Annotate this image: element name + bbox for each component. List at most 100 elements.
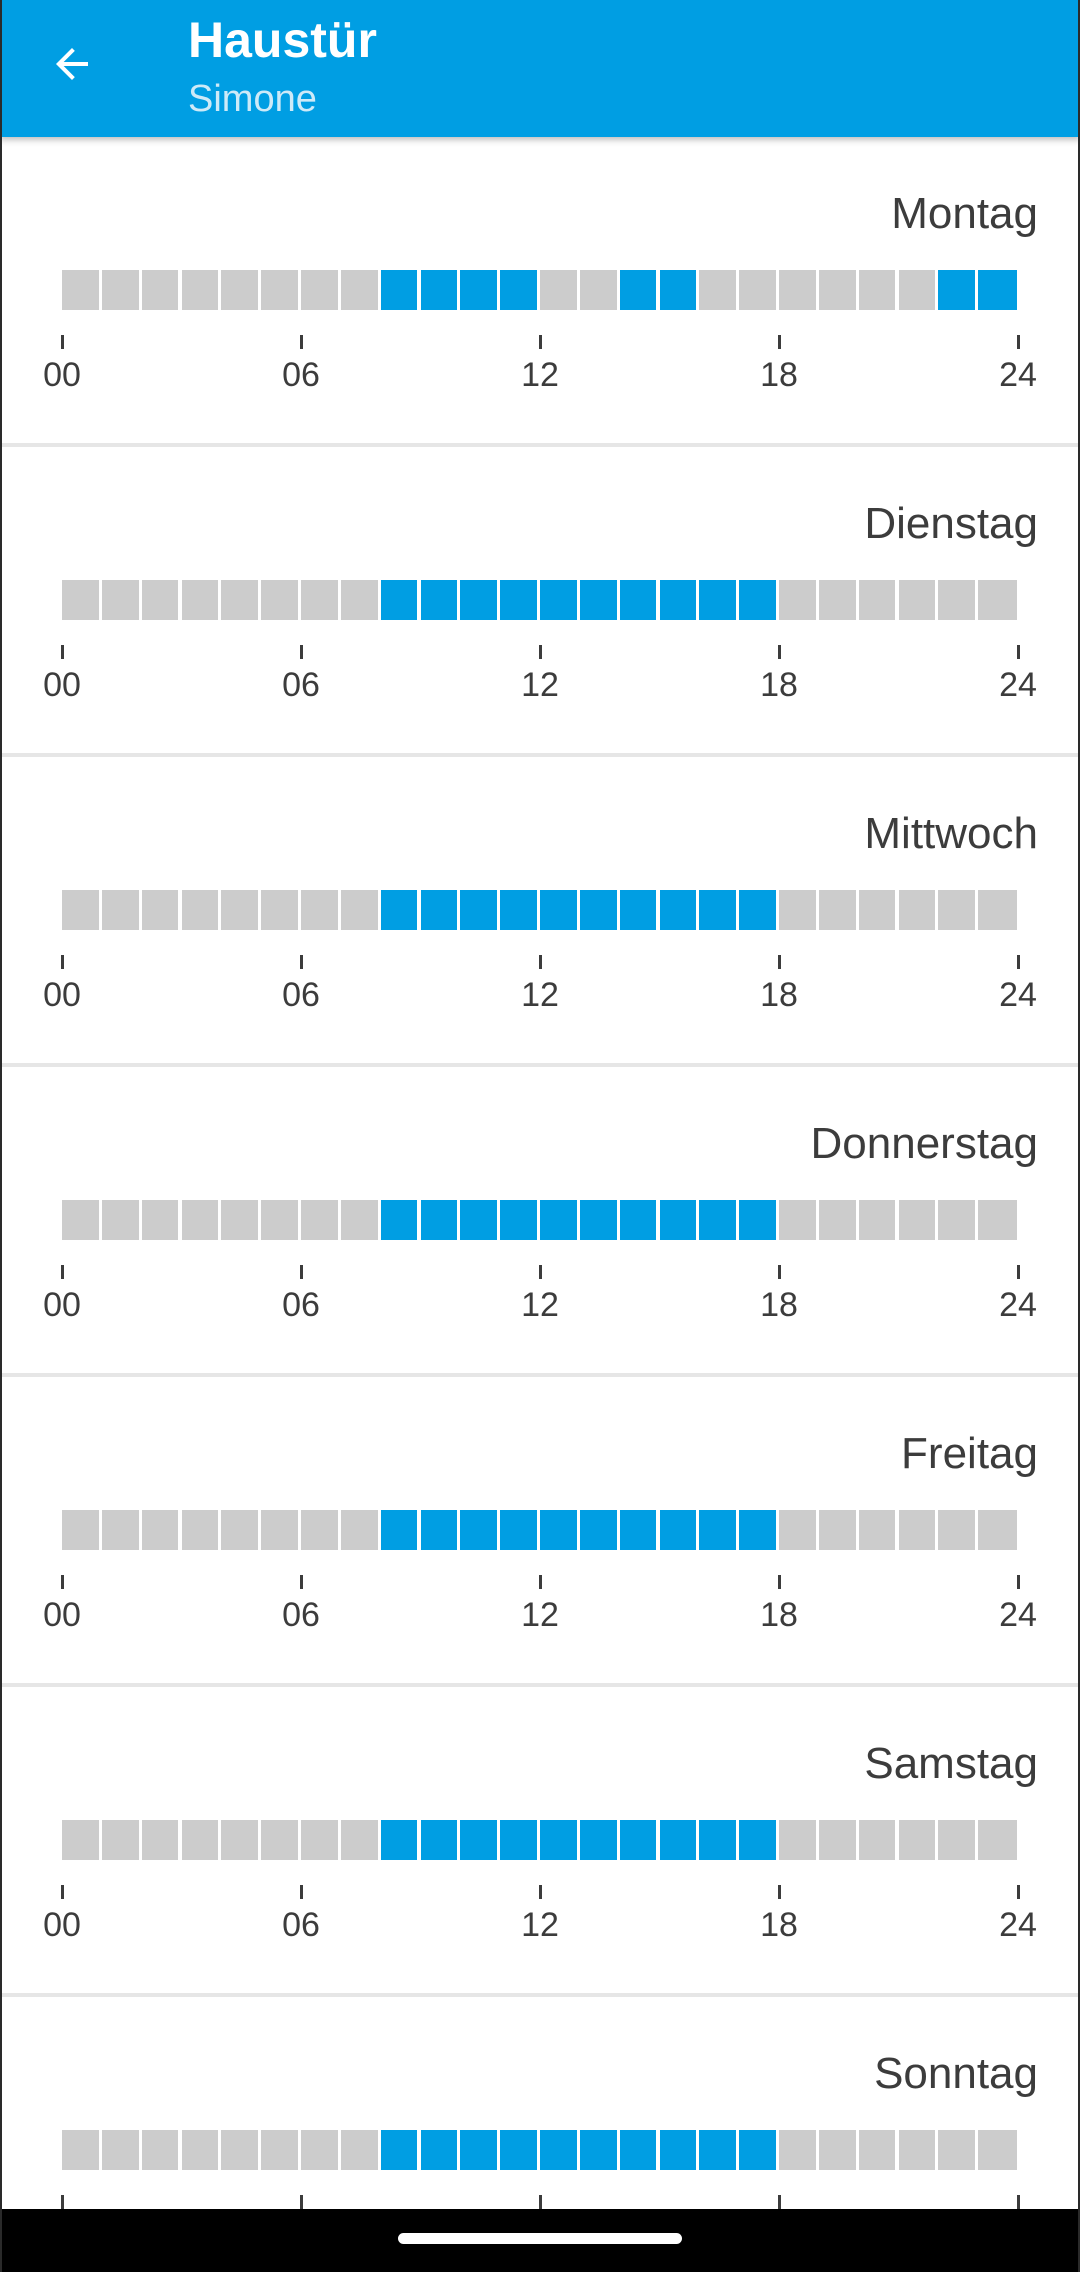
hour-slot-inactive[interactable] — [261, 1200, 298, 1240]
hour-slot-active[interactable] — [420, 1820, 458, 1860]
hour-slot-inactive[interactable] — [779, 270, 816, 310]
hour-slot-active[interactable] — [460, 1200, 498, 1240]
hour-slot-inactive[interactable] — [340, 890, 378, 930]
hour-slot-active[interactable] — [579, 580, 617, 620]
hour-slot-inactive[interactable] — [62, 890, 99, 930]
hour-slot-inactive[interactable] — [101, 1820, 139, 1860]
hour-slot-active[interactable] — [420, 580, 458, 620]
hour-slot-inactive[interactable] — [301, 2130, 338, 2170]
hour-slot-inactive[interactable] — [301, 1200, 338, 1240]
hour-slot-inactive[interactable] — [181, 1510, 219, 1550]
hour-slot-inactive[interactable] — [579, 270, 617, 310]
hour-slot-inactive[interactable] — [181, 1820, 219, 1860]
hour-slot-active[interactable] — [380, 1200, 418, 1240]
hour-slot-inactive[interactable] — [818, 1820, 856, 1860]
hour-slot-active[interactable] — [579, 2130, 617, 2170]
hour-slot-inactive[interactable] — [938, 580, 976, 620]
hour-slot-active[interactable] — [500, 890, 537, 930]
hour-slot-inactive[interactable] — [818, 270, 856, 310]
hour-slot-inactive[interactable] — [978, 1200, 1017, 1240]
hour-slot-active[interactable] — [579, 890, 617, 930]
day-row[interactable]: Mittwoch 00 06 12 18 24 — [0, 757, 1080, 1067]
hour-slot-inactive[interactable] — [340, 1820, 378, 1860]
hour-slot-inactive[interactable] — [141, 890, 179, 930]
hour-slot-inactive[interactable] — [181, 270, 219, 310]
hour-slot-active[interactable] — [500, 270, 537, 310]
hour-slot-inactive[interactable] — [340, 270, 378, 310]
hour-slot-active[interactable] — [659, 1820, 697, 1860]
hour-slot-active[interactable] — [540, 1200, 577, 1240]
hour-slot-inactive[interactable] — [818, 2130, 856, 2170]
hour-slot-active[interactable] — [579, 1510, 617, 1550]
day-row[interactable]: Samstag 00 06 12 18 24 — [0, 1687, 1080, 1997]
hour-slot-inactive[interactable] — [858, 1820, 896, 1860]
hour-slot-inactive[interactable] — [101, 270, 139, 310]
hour-slot-inactive[interactable] — [301, 270, 338, 310]
hour-slot-inactive[interactable] — [261, 270, 298, 310]
hour-slot-inactive[interactable] — [858, 890, 896, 930]
hour-slot-active[interactable] — [619, 1510, 657, 1550]
hour-slot-inactive[interactable] — [858, 1200, 896, 1240]
hour-slot-inactive[interactable] — [261, 890, 298, 930]
hour-slot-active[interactable] — [420, 1200, 458, 1240]
hour-slot-active[interactable] — [619, 2130, 657, 2170]
hour-slot-active[interactable] — [739, 1200, 776, 1240]
hour-slot-inactive[interactable] — [62, 1200, 99, 1240]
hour-slot-active[interactable] — [699, 1200, 737, 1240]
hour-slot-inactive[interactable] — [779, 580, 816, 620]
hour-slot-inactive[interactable] — [858, 580, 896, 620]
hour-slot-inactive[interactable] — [301, 1510, 338, 1550]
hour-slot-active[interactable] — [500, 580, 537, 620]
hour-slot-inactive[interactable] — [62, 1510, 99, 1550]
hour-slot-inactive[interactable] — [261, 580, 298, 620]
hour-slot-inactive[interactable] — [898, 1510, 936, 1550]
hour-slot-inactive[interactable] — [221, 580, 259, 620]
hour-slot-inactive[interactable] — [261, 1820, 298, 1860]
hour-slot-inactive[interactable] — [101, 1200, 139, 1240]
hour-slot-active[interactable] — [659, 2130, 697, 2170]
hour-slot-active[interactable] — [739, 580, 776, 620]
hour-slot-active[interactable] — [619, 890, 657, 930]
hour-slot-active[interactable] — [500, 2130, 537, 2170]
hour-slot-inactive[interactable] — [62, 2130, 99, 2170]
hour-slot-active[interactable] — [460, 1510, 498, 1550]
hour-slot-active[interactable] — [619, 1820, 657, 1860]
day-row[interactable]: Freitag 00 06 12 18 24 — [0, 1377, 1080, 1687]
hour-slot-active[interactable] — [460, 1820, 498, 1860]
hour-slot-active[interactable] — [380, 1820, 418, 1860]
hour-slot-inactive[interactable] — [141, 580, 179, 620]
hour-slot-inactive[interactable] — [699, 270, 737, 310]
hour-slot-inactive[interactable] — [221, 890, 259, 930]
hour-slot-inactive[interactable] — [938, 890, 976, 930]
hour-slot-active[interactable] — [500, 1200, 537, 1240]
hour-slot-active[interactable] — [619, 270, 657, 310]
hour-slot-active[interactable] — [739, 1510, 776, 1550]
hour-slot-inactive[interactable] — [898, 2130, 936, 2170]
hour-slot-inactive[interactable] — [898, 890, 936, 930]
hour-slot-inactive[interactable] — [938, 1200, 976, 1240]
hour-slot-inactive[interactable] — [779, 1820, 816, 1860]
hour-slot-inactive[interactable] — [221, 1510, 259, 1550]
hour-slot-inactive[interactable] — [101, 1510, 139, 1550]
hour-slot-inactive[interactable] — [938, 2130, 976, 2170]
hour-slot-inactive[interactable] — [818, 1200, 856, 1240]
home-indicator[interactable] — [398, 2233, 682, 2244]
day-row[interactable]: Donnerstag 00 06 12 18 24 — [0, 1067, 1080, 1377]
hour-slot-active[interactable] — [739, 890, 776, 930]
hour-slot-inactive[interactable] — [62, 1820, 99, 1860]
day-row[interactable]: Sonntag0006121824 — [0, 1997, 1080, 2209]
hour-slot-active[interactable] — [659, 270, 697, 310]
hour-slot-active[interactable] — [739, 2130, 776, 2170]
hour-slot-inactive[interactable] — [818, 580, 856, 620]
back-button[interactable] — [36, 28, 108, 100]
hour-slot-inactive[interactable] — [540, 270, 577, 310]
hour-slot-inactive[interactable] — [101, 2130, 139, 2170]
hour-slot-active[interactable] — [739, 1820, 776, 1860]
hour-slot-active[interactable] — [540, 1510, 577, 1550]
hour-slot-active[interactable] — [460, 270, 498, 310]
hour-slot-active[interactable] — [500, 1510, 537, 1550]
hour-slot-active[interactable] — [659, 580, 697, 620]
hour-slot-inactive[interactable] — [221, 270, 259, 310]
hour-slot-active[interactable] — [540, 1820, 577, 1860]
hour-slot-active[interactable] — [380, 890, 418, 930]
